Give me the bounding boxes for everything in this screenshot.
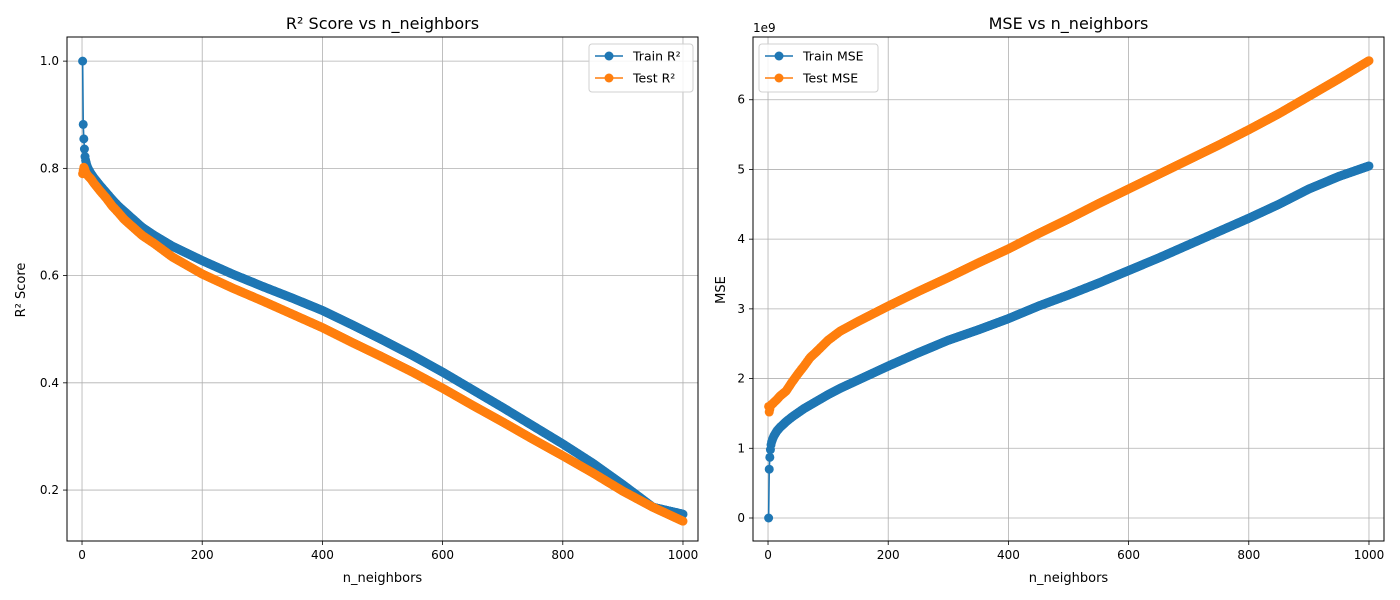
mse-series-train-point — [764, 513, 774, 523]
r2-legend: Train R² Test R² — [588, 43, 694, 93]
mse-chart-title: MSE vs n_neighbors — [989, 14, 1149, 34]
mse-y-tick-label: 2 — [737, 372, 745, 386]
r2-axes-frame — [66, 36, 699, 542]
mse-series-train-point — [764, 464, 774, 474]
mse-legend-test-label: Test MSE — [802, 71, 858, 86]
r2-legend-test-label: Test R² — [632, 71, 675, 86]
mse-legend-test-marker — [774, 73, 784, 83]
mse-y-tick-label: 4 — [737, 232, 745, 246]
r2-series-test-point — [678, 516, 688, 526]
mse-legend: Train MSE Test MSE — [758, 43, 879, 93]
mse-y-tick-label: 6 — [737, 93, 745, 107]
mse-x-tick-label: 800 — [1237, 548, 1260, 562]
r2-y-axis-label: R² Score — [14, 263, 29, 318]
mse-x-tick-label: 400 — [997, 548, 1020, 562]
mse-legend-train-marker — [774, 51, 784, 61]
r2-series-train-point — [78, 119, 88, 129]
r2-y-tick-label: 0.2 — [40, 483, 59, 497]
r2-x-axis-label: n_neighbors — [343, 571, 423, 586]
r2-series-train-point — [78, 56, 88, 66]
r2-x-tick-label: 200 — [191, 548, 214, 562]
mse-y-tick-label: 5 — [737, 162, 745, 176]
r2-plot-area: 0 200 400 600 800 1000 0.2 0.4 0.6 0.8 1.0 — [40, 36, 699, 562]
mse-x-tick-label: 0 — [764, 548, 772, 562]
mse-chart-panel: MSE vs n_neighbors n_neighbors MSE 1e9 0… — [714, 14, 1385, 586]
mse-axis-offset-text: 1e9 — [753, 21, 776, 35]
r2-y-tick-label: 0.4 — [40, 376, 59, 390]
mse-x-tick-label: 1000 — [1354, 548, 1385, 562]
r2-y-tick-label: 0.6 — [40, 269, 59, 283]
r2-legend-train-label: Train R² — [632, 49, 681, 64]
mse-plot-area: 0 200 400 600 800 1000 0 1 2 3 4 5 6 — [737, 36, 1385, 562]
mse-series-test — [764, 56, 1374, 417]
r2-legend-test-marker — [604, 73, 614, 83]
mse-series-train — [764, 161, 1374, 523]
r2-legend-train-marker — [604, 51, 614, 61]
r2-x-tick-label: 800 — [551, 548, 574, 562]
mse-y-tick-label: 1 — [737, 441, 745, 455]
r2-series-train-point — [79, 144, 89, 154]
mse-x-axis-label: n_neighbors — [1029, 571, 1109, 586]
r2-y-tick-label: 0.8 — [40, 161, 59, 175]
mse-legend-train-label: Train MSE — [802, 49, 864, 64]
r2-x-tick-label: 1000 — [668, 548, 699, 562]
mse-y-tick-label: 0 — [737, 511, 745, 525]
r2-series-test — [78, 162, 688, 526]
r2-chart-title: R² Score vs n_neighbors — [286, 14, 479, 34]
r2-x-tick-label: 0 — [78, 548, 86, 562]
mse-series-train-point — [1364, 161, 1374, 171]
r2-y-tick-label: 1.0 — [40, 54, 59, 68]
mse-x-tick-label: 200 — [877, 548, 900, 562]
mse-y-axis-label: MSE — [714, 276, 729, 304]
mse-y-tick-label: 3 — [737, 302, 745, 316]
r2-x-tick-label: 600 — [431, 548, 454, 562]
mse-axes-frame — [752, 36, 1385, 542]
mse-series-train-point — [765, 452, 775, 462]
mse-x-tick-label: 600 — [1117, 548, 1140, 562]
r2-x-tick-label: 400 — [311, 548, 334, 562]
mse-series-test-point — [1364, 56, 1374, 66]
r2-series-train-point — [79, 134, 89, 144]
r2-chart-panel: R² Score vs n_neighbors n_neighbors R² S… — [14, 14, 699, 586]
